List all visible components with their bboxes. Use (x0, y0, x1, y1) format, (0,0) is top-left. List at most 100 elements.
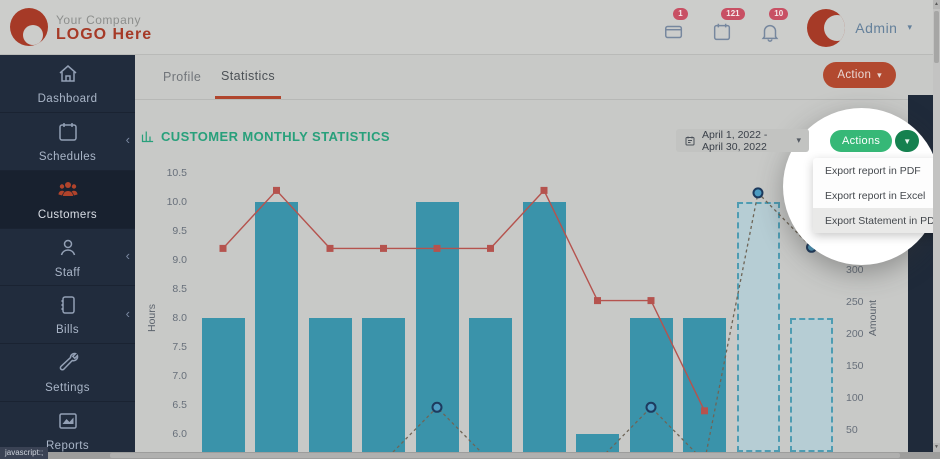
sidebar-item-label: Customers (37, 208, 98, 221)
tabs-bar: Profile Statistics Action ▾ (135, 55, 933, 100)
bar (469, 318, 512, 452)
bar-chart-icon (141, 131, 154, 143)
browser-status-text: javascript:; (0, 447, 49, 459)
bar-dashed (790, 318, 833, 452)
amount-tick: 50 (846, 423, 858, 436)
hours-tick: 9.5 (172, 225, 187, 237)
sidebar-item-dashboard[interactable]: Dashboard (0, 55, 135, 112)
sidebar-item-staff[interactable]: Staff ‹ (0, 227, 135, 286)
user-menu[interactable]: Admin ▾ (807, 8, 912, 47)
amount-tick: 250 (846, 295, 864, 308)
report-chart-icon (56, 409, 80, 433)
bar (576, 434, 619, 452)
tab-profile[interactable]: Profile (163, 70, 202, 84)
amount-line-marker (752, 187, 764, 199)
scroll-down-icon[interactable]: ▼ (933, 443, 940, 452)
amount-tick: 100 (846, 391, 864, 404)
chevron-down-icon: ▾ (877, 69, 882, 80)
chevron-left-icon: ‹ (125, 305, 130, 321)
sidebar-item-label: Reports (45, 440, 90, 453)
bar (362, 318, 405, 452)
actions-split-button: Actions ▼ (830, 130, 920, 152)
actions-dropdown-menu: Export report in PDF Export report in Ex… (813, 158, 937, 233)
bell-badge: 10 (769, 7, 789, 20)
actions-button[interactable]: Actions (830, 130, 893, 152)
hours-line-marker (380, 244, 387, 252)
sidebar-item-label: Dashboard (37, 92, 98, 105)
calendar-icon (685, 136, 695, 145)
person-icon (56, 236, 80, 260)
hours-line-marker (433, 244, 441, 252)
sidebar-item-bills[interactable]: Bills ‹ (0, 285, 135, 343)
sidebar-nav: Dashboard Schedules ‹ Customers Staff ‹ … (0, 55, 135, 459)
hours-line-marker (326, 244, 334, 252)
hours-tick: 6.5 (172, 399, 187, 411)
horizontal-scrollbar[interactable] (0, 452, 940, 459)
hours-line-marker (219, 244, 227, 252)
date-range-text: April 1, 2022 - April 30, 2022 (702, 128, 768, 153)
bar (308, 318, 352, 452)
company-logo[interactable]: Your Company LOGO Here (10, 8, 152, 46)
chevron-down-icon: ▾ (796, 135, 801, 145)
sidebar-item-settings[interactable]: Settings (0, 343, 135, 401)
hours-line-marker (540, 186, 548, 194)
hours-tick: 7.0 (172, 370, 187, 382)
logo-mark-icon (10, 8, 48, 46)
logo-line2: LOGO Here (56, 25, 153, 43)
calendar-badge: 121 (721, 7, 745, 20)
envelope-icon[interactable]: 1 (663, 7, 688, 39)
sidebar-item-schedules[interactable]: Schedules ‹ (0, 111, 135, 170)
chart-plot-area (195, 165, 843, 452)
amount-tick: 300 (846, 263, 864, 276)
chart-title-text: CUSTOMER MONTHLY STATISTICS (161, 129, 390, 144)
sidebar-item-customers[interactable]: Customers (0, 169, 135, 228)
hours-tick: 8.5 (172, 283, 187, 295)
menu-item-export-pdf[interactable]: Export report in PDF (825, 164, 921, 177)
action-button-label: Action (837, 69, 872, 81)
hours-line-marker (647, 297, 655, 305)
user-name: Admin (855, 19, 898, 36)
amount-line-marker (645, 401, 657, 413)
hours-tick: 10.5 (166, 167, 187, 179)
hours-line-marker (594, 297, 601, 305)
hours-axis: 10.5 10.0 9.5 9.0 8.5 8.0 7.5 7.0 6.5 6.0 (145, 165, 187, 452)
chevron-down-icon: ▾ (907, 22, 912, 32)
vertical-scrollbar[interactable]: ▲ ▼ (933, 0, 940, 452)
bell-icon[interactable]: 10 (759, 7, 789, 42)
calendar-icon (56, 120, 80, 144)
users-icon (56, 178, 80, 202)
chevron-left-icon: ‹ (125, 132, 130, 148)
hours-axis-label: Hours (146, 303, 159, 333)
action-button[interactable]: Action ▾ (823, 62, 896, 88)
chevron-left-icon: ‹ (125, 248, 130, 263)
bar-dashed (736, 202, 780, 452)
chart-lines (219, 186, 817, 452)
date-range-picker[interactable]: April 1, 2022 - April 30, 2022 ▾ (676, 128, 809, 153)
amount-tick: 150 (846, 359, 864, 372)
envelope-badge: 1 (673, 7, 688, 20)
hours-line-marker (701, 407, 708, 415)
sidebar-item-label: Settings (45, 382, 90, 395)
top-header: Your Company LOGO Here 1 121 10 Admin ▾ (0, 0, 940, 55)
sidebar-item-label: Bills (55, 324, 80, 337)
actions-dropdown-toggle[interactable]: ▼ (895, 130, 920, 152)
hours-line-marker (487, 244, 494, 252)
wrench-icon (56, 351, 80, 375)
avatar (807, 8, 846, 47)
vertical-scroll-thumb[interactable] (934, 11, 939, 63)
horizontal-scroll-thumb[interactable] (110, 453, 900, 458)
bar (201, 318, 245, 452)
menu-item-export-excel[interactable]: Export report in Excel (825, 189, 926, 202)
calendar-icon[interactable]: 121 (711, 7, 745, 40)
scroll-up-icon[interactable]: ▲ (933, 0, 940, 9)
amount-axis-label: Amount (867, 299, 880, 337)
home-icon (56, 62, 80, 86)
menu-item-export-statement[interactable]: Export Statement in PDF (813, 208, 937, 233)
bar (683, 318, 726, 452)
tab-statistics[interactable]: Statistics (215, 55, 282, 99)
bar (255, 202, 298, 452)
hours-tick: 7.5 (172, 341, 187, 353)
sidebar-item-reports[interactable]: Reports (0, 401, 135, 459)
chart-title: CUSTOMER MONTHLY STATISTICS (140, 129, 390, 144)
